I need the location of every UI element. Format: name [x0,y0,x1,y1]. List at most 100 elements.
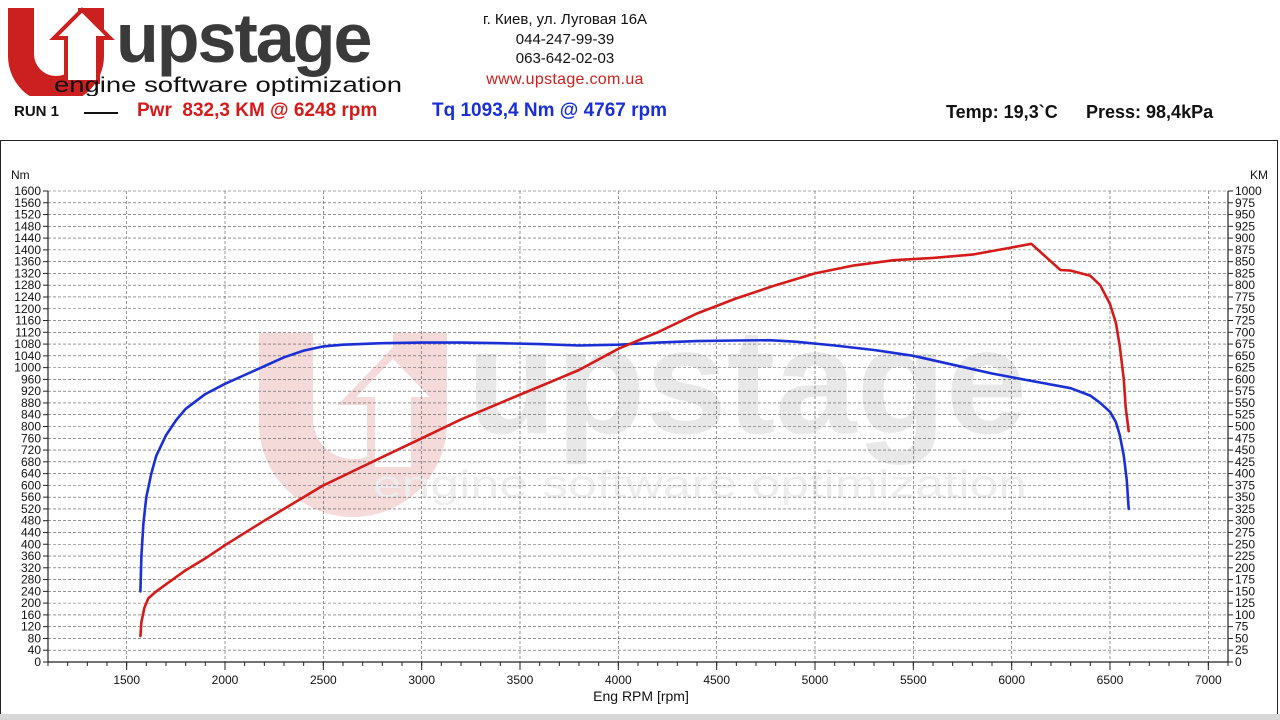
watermark-logo: upstage engine software optimization [259,297,1027,517]
y-left-tick-label: 1440 [14,231,41,245]
y-left-tick-label: 840 [21,408,41,422]
watermark-tagline: engine software optimization [373,464,1027,506]
run-line-swatch [84,112,118,114]
y-right-tick-label: 1000 [1235,184,1262,198]
y-left-tick-label: 240 [21,584,41,598]
series-line-tq [139,338,1130,593]
chart-series [139,242,1130,638]
y-right-tick-label: 525 [1235,408,1255,422]
watermark-brand-text: upstage [467,297,1027,465]
x-tick-label: 6000 [998,673,1025,687]
x-axis-label: Eng RPM [rpm] [593,688,689,704]
y-axis-left-label: Nm [11,168,30,182]
y-left-tick-label: 1160 [15,314,41,328]
y-left-tick-label: 1000 [14,361,41,375]
y-right-tick-label: 325 [1235,502,1255,516]
y-right-tick-label: 225 [1235,549,1255,563]
x-tick-label: 3000 [408,673,435,687]
y-left-tick-label: 1080 [14,337,41,351]
y-left-tick-label: 120 [21,620,41,634]
y-left-tick-label: 480 [21,514,41,528]
y-right-tick-label: 550 [1235,396,1255,410]
y-right-tick-label: 600 [1235,372,1255,386]
y-right-tick-label: 950 [1235,208,1255,222]
y-left-tick-label: 1040 [14,349,41,363]
logo-tagline: engine software optimization [54,74,402,96]
y-left-tick-label: 1600 [14,184,41,198]
x-tick-label: 5000 [802,673,829,687]
y-left-tick-label: 1480 [14,219,41,233]
chart-grid [48,190,1228,663]
power-peak: Pwr 832,3 KM @ 6248 rpm [137,100,378,121]
y-right-tick-label: 150 [1235,584,1255,598]
y-left-tick-label: 160 [21,608,41,622]
x-tick-label: 4000 [605,673,632,687]
x-tick-label: 6500 [1097,673,1124,687]
y-right-tick-label: 850 [1235,255,1255,269]
y-left-tick-label: 1200 [14,302,41,316]
y-left-tick-label: 1560 [14,196,41,210]
x-tick-label: 3500 [507,673,534,687]
y-right-tick-label: 800 [1235,278,1255,292]
y-right-tick-label: 900 [1235,231,1255,245]
y-right-tick-label: 350 [1235,490,1255,504]
address: г. Киев, ул. Луговая 16А [482,11,648,28]
y-right-tick-label: 500 [1235,420,1255,434]
y-right-tick-label: 675 [1235,337,1255,351]
y-left-tick-label: 40 [28,643,42,657]
upstage-logo: upstage engine software optimization [4,0,414,104]
y-right-tick-label: 300 [1235,514,1255,528]
y-left-tick-label: 560 [21,490,41,504]
x-tick-label: 2000 [212,673,239,687]
y-right-tick-label: 400 [1235,467,1255,481]
y-right-tick-label: 975 [1235,196,1255,210]
pressure-readout: Press: 98,4kPa [1086,102,1214,122]
torque-peak: Tq 1093,4 Nm @ 4767 rpm [432,100,668,121]
y-left-tick-label: 1120 [15,325,41,339]
y-axis-right-label: KM [1250,168,1268,182]
y-right-tick-label: 100 [1235,608,1255,622]
y-left-tick-label: 880 [21,396,41,410]
y-right-tick-label: 725 [1235,314,1255,328]
y-left-tick-label: 1320 [14,266,41,280]
y-right-tick-label: 475 [1235,431,1255,445]
y-left-tick-label: 960 [21,372,41,386]
phone-1: 044-247-99-39 [515,30,615,48]
bottom-bar [0,714,1280,720]
y-right-tick-label: 775 [1235,290,1255,304]
x-tick-label: 2500 [310,673,337,687]
y-left-tick-label: 1520 [14,208,41,222]
y-right-tick-label: 125 [1235,596,1255,610]
y-right-tick-label: 650 [1235,349,1255,363]
y-right-tick-label: 700 [1235,325,1255,339]
y-left-tick-label: 720 [21,443,41,457]
run-summary: RUN 1 Pwr 832,3 KM @ 6248 rpm Tq 1093,4 … [14,100,1274,126]
logo-brand-text: upstage [116,4,370,77]
y-right-tick-label: 825 [1235,266,1255,280]
y-right-tick-label: 875 [1235,243,1255,257]
chart-axes: 0408012016020024028032036040044048052056… [14,184,1262,687]
y-left-tick-label: 600 [21,478,41,492]
logo-up-arrow [49,7,115,84]
y-right-tick-label: 925 [1235,219,1255,233]
y-right-tick-label: 625 [1235,361,1255,375]
y-left-tick-label: 440 [21,525,41,539]
y-left-tick-label: 920 [21,384,41,398]
y-left-tick-label: 0 [34,655,41,669]
y-left-tick-label: 400 [21,537,41,551]
temperature-readout: Temp: 19,3`C [946,102,1058,122]
website-link[interactable]: www.upstage.com.ua [486,70,644,88]
run-label: RUN 1 [14,103,60,120]
y-left-tick-label: 680 [21,455,41,469]
y-right-tick-label: 75 [1235,620,1249,634]
y-left-tick-label: 1400 [14,243,41,257]
x-tick-label: 5500 [900,673,927,687]
y-right-tick-label: 25 [1235,643,1249,657]
y-left-tick-label: 800 [21,420,41,434]
y-left-tick-label: 80 [28,631,42,645]
y-right-tick-label: 750 [1235,302,1255,316]
watermark-arrow [337,347,449,475]
y-right-tick-label: 425 [1235,455,1255,469]
y-right-tick-label: 50 [1235,631,1249,645]
y-right-tick-label: 375 [1235,478,1255,492]
